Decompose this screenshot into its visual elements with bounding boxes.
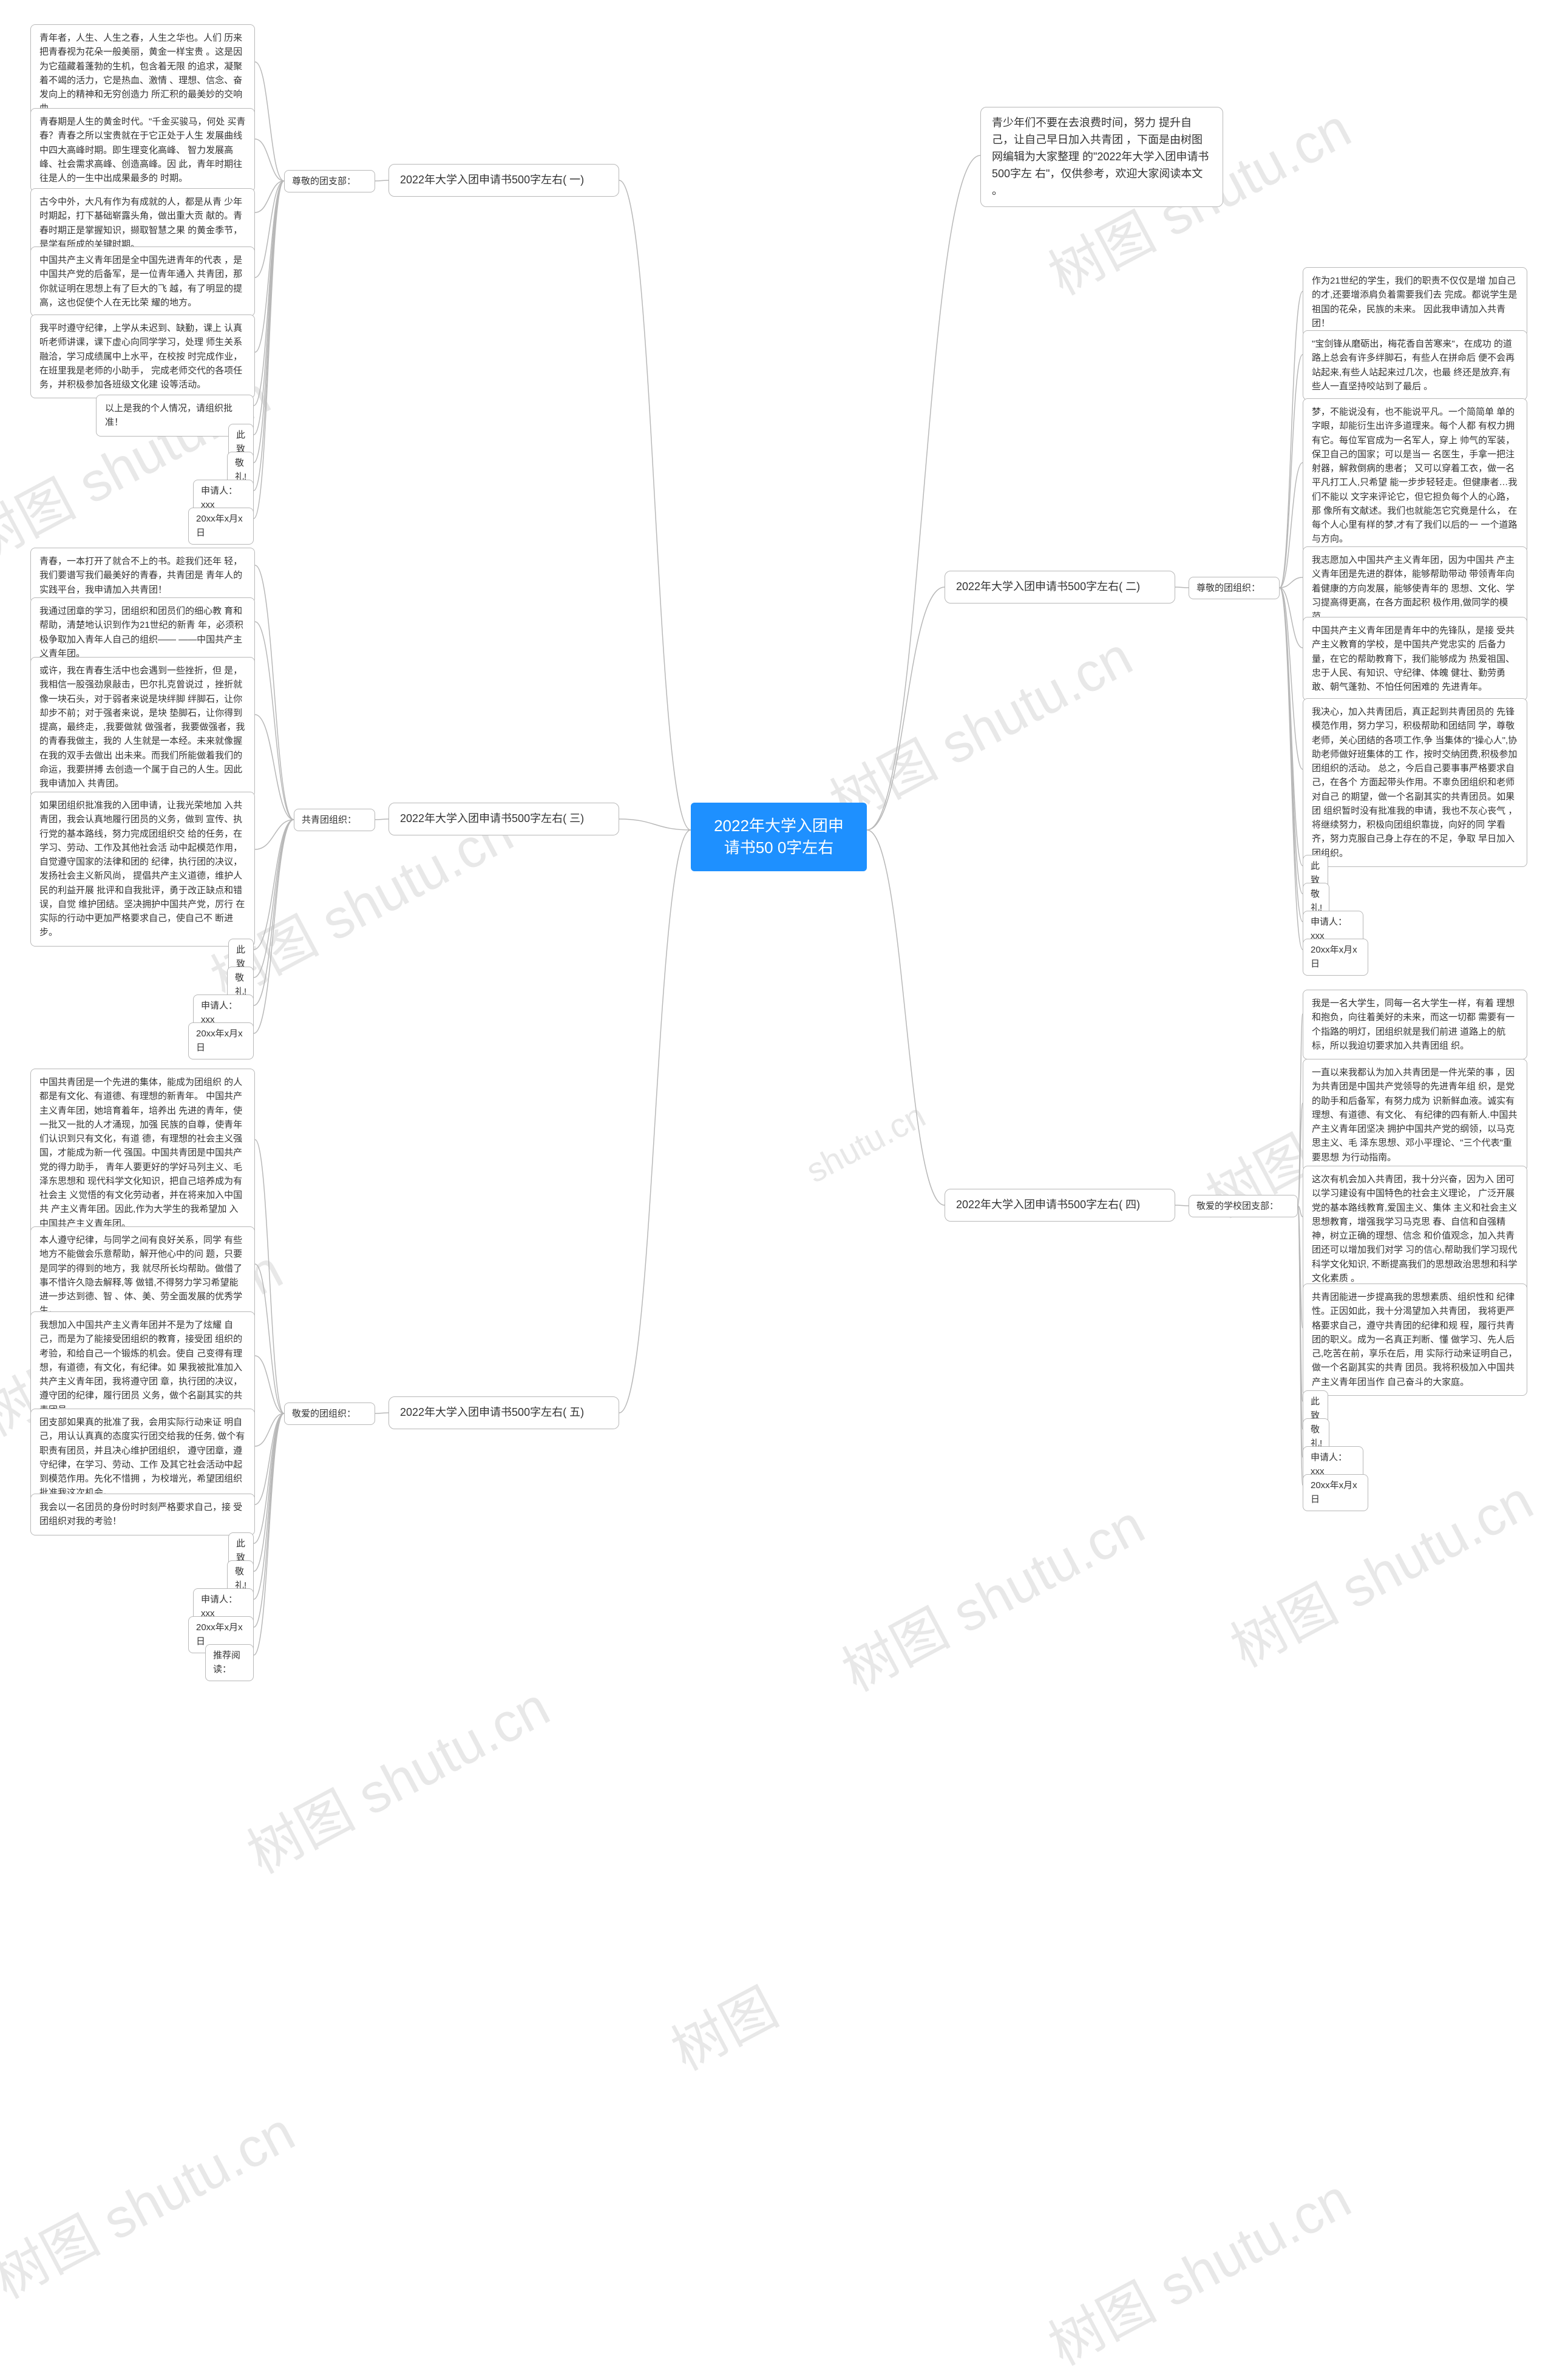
leaf-node[interactable]: 青春，一本打开了就合不上的书。趁我们还年 轻，我们要谱写我们最美好的青春，共青团… (30, 548, 255, 604)
leaf-node[interactable]: 我决心，加入共青团后，真正起到共青团员的 先锋模范作用，努力学习，积极帮助和团结… (1303, 698, 1527, 867)
leaf-node[interactable]: 梦，不能说没有，也不能说平凡。一个简简单 单的字眼，却能衍生出许多道理来。每个人… (1303, 398, 1527, 553)
salutation-node[interactable]: 敬爱的学校团支部： (1189, 1195, 1298, 1217)
leaf-node[interactable]: 这次有机会加入共青团，我十分兴奋，因为入 团可以学习建设有中国特色的社会主义理论… (1303, 1166, 1527, 1292)
leaf-node[interactable]: 团支部如果真的批准了我，会用实际行动来证 明自己，用认认真真的态度实行团交给我的… (30, 1409, 255, 1507)
leaf-node[interactable]: 我平时遵守纪律，上学从未迟到、缺勤，课上 认真听老师讲课，课下虚心向同学学习，处… (30, 314, 255, 398)
section-header[interactable]: 2022年大学入团申请书500字左右( 四) (945, 1189, 1175, 1222)
leaf-node[interactable]: 青春期是人生的黄金时代。"千金买骏马，何处 买青春？青春之所以宝贵就在于它正处于… (30, 108, 255, 192)
leaf-node[interactable]: 20xx年x月x日 (188, 1022, 254, 1059)
leaf-node[interactable]: 我是一名大学生，同每一名大学生一样，有着 理想和抱负，向往着美好的未来，而这一切… (1303, 990, 1527, 1059)
leaf-node[interactable]: 中国共青团是一个先进的集体，能成为团组织 的人都是有文化、有道德、有理想的新青年… (30, 1069, 255, 1237)
mindmap-canvas: 2022年大学入团申请书50 0字左右 青少年们不要在去浪费时间，努力 提升自己，… (0, 0, 1554, 2285)
leaf-node[interactable]: 作为21世纪的学生，我们的职责不仅仅是增 加自己的才,还要增添肩负着需要我们去 … (1303, 267, 1527, 337)
leaf-node[interactable]: "宝剑锋从磨砺出，梅花香自苦寒来"，在成功 的道路上总会有许多绊脚石，有些人在拼… (1303, 330, 1527, 400)
leaf-node[interactable]: 20xx年x月x日 (1303, 1474, 1368, 1511)
salutation-node[interactable]: 尊敬的团组织： (1189, 577, 1280, 599)
section-header[interactable]: 2022年大学入团申请书500字左右( 三) (388, 803, 619, 835)
leaf-node[interactable]: 中国共产主义青年团是全中国先进青年的代表 ，是中国共产党的后备军，是一位青年通入… (30, 246, 255, 316)
root-node[interactable]: 2022年大学入团申请书50 0字左右 (691, 803, 867, 871)
leaf-node[interactable]: 20xx年x月x日 (1303, 939, 1368, 976)
leaf-node[interactable]: 推荐阅读： (205, 1644, 254, 1681)
leaf-node[interactable]: 我想加入中国共产主义青年团并不是为了炫耀 自己，而是为了能接受团组织的教育，接受… (30, 1311, 255, 1424)
section-header[interactable]: 2022年大学入团申请书500字左右( 五) (388, 1396, 619, 1429)
salutation-node[interactable]: 尊敬的团支部： (284, 170, 375, 192)
section-header[interactable]: 2022年大学入团申请书500字左右( 二) (945, 571, 1175, 604)
leaf-node[interactable]: 我会以一名团员的身份时时刻严格要求自己，接 受团组织对我的考验！ (30, 1494, 255, 1535)
section-header[interactable]: 2022年大学入团申请书500字左右( 一) (388, 164, 619, 197)
intro-note[interactable]: 青少年们不要在去浪费时间，努力 提升自己，让自己早日加入共青团 ，下面是由树图网… (980, 107, 1223, 207)
salutation-node[interactable]: 敬爱的团组织： (284, 1402, 375, 1425)
leaf-node[interactable]: 中国共产主义青年团是青年中的先锋队，是接 受共产主义教育的学校，是中国共产党忠实… (1303, 617, 1527, 701)
leaf-node[interactable]: 共青团能进一步提高我的思想素质、组织性和 纪律性。正因如此，我十分渴望加入共青团… (1303, 1284, 1527, 1396)
leaf-node[interactable]: 20xx年x月x日 (188, 508, 254, 545)
leaf-node[interactable]: 或许，我在青春生活中也会遇到一些挫折，但 是，我相信一股强劲泉敲击，巴尔扎克曾说… (30, 657, 255, 797)
leaf-node[interactable]: 一直以来我都认为加入共青团是一件光荣的事 ，因为共青团是中国共产党领导的先进青年… (1303, 1059, 1527, 1171)
leaf-node[interactable]: 如果团组织批准我的入团申请，让我光荣地加 入共青团，我会认真地履行团员的义务，做… (30, 792, 255, 947)
leaf-node[interactable]: 本人遵守纪律，与同学之间有良好关系，同学 有些地方不能做会乐意帮助，解开他心中的… (30, 1226, 255, 1325)
salutation-node[interactable]: 共青团组织： (294, 809, 375, 831)
